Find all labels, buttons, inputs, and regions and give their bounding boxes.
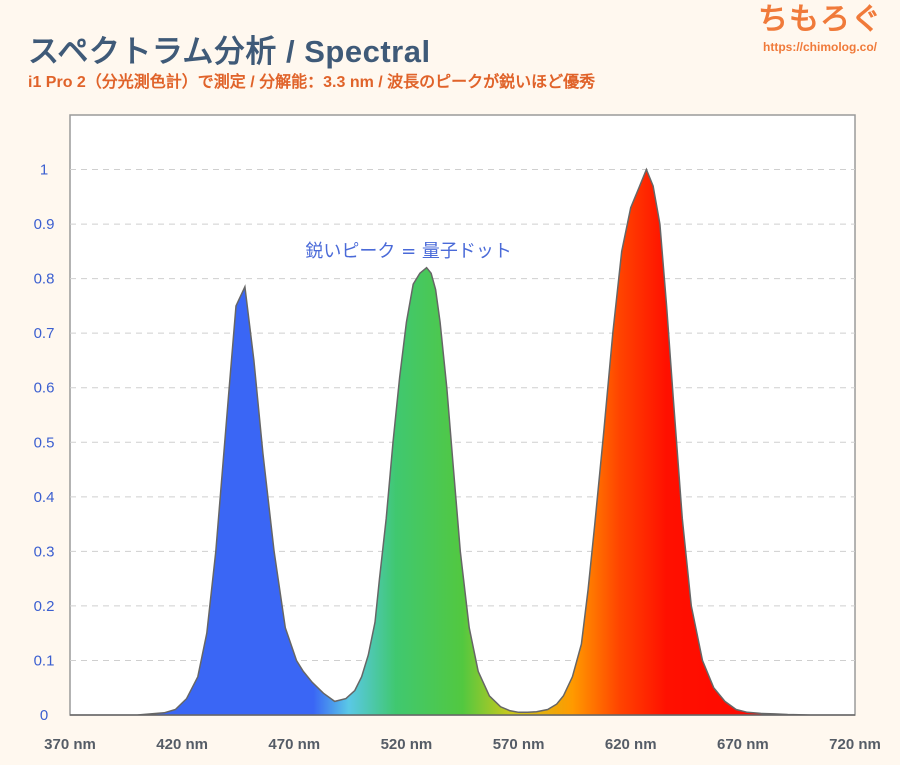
annotations: 鋭いピーク = 量子ドット	[305, 241, 512, 262]
site-logo[interactable]: ちもろぐ https://chimolog.co/	[758, 2, 882, 54]
y-tick-label: 0.1	[34, 652, 55, 669]
y-axis-ticks: 0 0.1 0.2 0.3 0.4 0.5 0.6 0.7 0.8 0.9 1	[34, 162, 55, 724]
x-tick-label: 570 nm	[493, 736, 545, 753]
annotation-label: 鋭いピーク = 量子ドット	[305, 241, 512, 262]
x-tick-label: 670 nm	[717, 736, 769, 753]
x-axis-ticks: 370 nm 420 nm 470 nm 520 nm 570 nm 620 nm 670 …	[44, 736, 881, 753]
y-tick-label: 0.4	[34, 489, 55, 506]
x-tick-label: 620 nm	[605, 736, 657, 753]
grid-lines	[70, 169, 855, 661]
x-tick-label: 370 nm	[44, 736, 96, 753]
y-tick-label: 0.3	[34, 543, 55, 560]
y-tick-label: 0.6	[34, 380, 55, 397]
spectrum-area	[70, 167, 855, 716]
y-tick-label: 0.2	[34, 598, 55, 615]
logo-url: https://chimolog.co/	[763, 40, 877, 54]
x-tick-label: 720 nm	[829, 736, 881, 753]
y-tick-label: 1	[40, 162, 48, 179]
y-tick-label: 0.9	[34, 216, 55, 233]
x-tick-label: 470 nm	[268, 736, 320, 753]
y-tick-label: 0	[40, 707, 48, 724]
chart-title: スペクトラム分析 / Spectral	[28, 34, 431, 69]
chart-subtitle: i1 Pro 2（分光測色計）で測定 / 分解能：3.3 nm / 波長のピーク…	[28, 74, 596, 91]
y-tick-label: 0.5	[34, 434, 55, 451]
y-tick-label: 0.7	[34, 325, 55, 342]
x-tick-label: 520 nm	[381, 736, 433, 753]
logo-text: ちもろぐ	[758, 3, 882, 36]
y-tick-label: 0.8	[34, 271, 55, 288]
x-tick-label: 420 nm	[156, 736, 208, 753]
